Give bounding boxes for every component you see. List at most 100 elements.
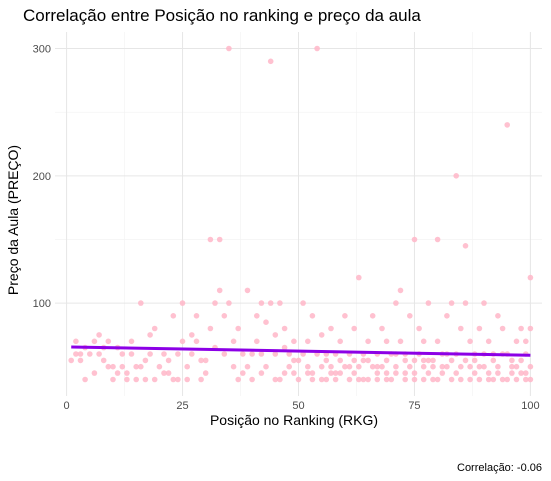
x-tick-label: 100	[521, 400, 539, 412]
data-point	[499, 325, 506, 332]
chart-title: Correlação entre Posição no ranking e pr…	[23, 6, 421, 25]
data-point	[365, 357, 371, 364]
data-point	[476, 363, 483, 370]
trend-line	[71, 345, 531, 357]
data-point	[151, 325, 158, 332]
data-point	[360, 376, 367, 383]
data-point	[379, 363, 385, 370]
data-point	[133, 363, 139, 370]
data-point	[161, 370, 167, 376]
y-tick-label: 300	[33, 44, 51, 56]
data-point	[105, 338, 112, 345]
data-point	[221, 351, 228, 357]
data-point	[374, 376, 381, 383]
data-point	[119, 363, 126, 370]
data-point	[207, 236, 214, 243]
data-point	[235, 376, 241, 383]
data-point	[332, 376, 339, 383]
x-axis-title: Posição no Ranking (RKG)	[210, 412, 378, 428]
data-point	[96, 351, 102, 357]
data-point	[305, 338, 311, 345]
data-point	[458, 363, 464, 370]
data-point	[272, 376, 279, 383]
y-tick-label: 200	[33, 171, 51, 183]
data-point	[444, 363, 450, 370]
data-point	[509, 357, 515, 364]
data-point	[175, 376, 181, 383]
data-point	[235, 325, 241, 332]
data-point	[286, 363, 293, 370]
data-point	[309, 313, 316, 319]
data-point	[258, 370, 265, 376]
data-point	[179, 338, 186, 345]
y-axis-title: Preço da Aula (PREÇO)	[5, 145, 21, 295]
data-point	[513, 363, 520, 370]
data-point	[397, 338, 404, 345]
data-point	[448, 357, 455, 364]
data-point	[147, 332, 153, 338]
data-point	[170, 313, 177, 319]
data-point	[226, 45, 232, 52]
data-point	[138, 363, 144, 370]
data-point	[323, 376, 330, 383]
data-point	[458, 376, 464, 383]
data-point	[439, 363, 446, 370]
data-point	[277, 300, 283, 306]
data-point	[198, 357, 204, 364]
data-point	[91, 370, 98, 376]
data-point	[156, 363, 163, 370]
data-point	[216, 287, 223, 294]
data-point	[407, 313, 413, 319]
data-point	[527, 274, 534, 281]
data-point	[77, 351, 84, 357]
data-point	[393, 363, 399, 370]
data-point	[249, 376, 255, 383]
data-point	[142, 357, 149, 364]
data-point	[258, 351, 265, 357]
data-point	[96, 332, 102, 338]
data-point	[420, 357, 427, 364]
data-point	[295, 357, 302, 364]
data-point	[430, 363, 436, 370]
data-point	[286, 351, 293, 357]
data-point	[207, 325, 214, 332]
data-point	[467, 363, 473, 370]
data-point	[226, 300, 232, 306]
data-point	[184, 363, 190, 370]
data-point	[323, 357, 330, 364]
data-point	[462, 243, 469, 249]
data-point	[110, 376, 116, 383]
data-point	[425, 300, 432, 306]
data-point	[351, 357, 358, 364]
data-point	[420, 376, 427, 383]
data-point	[189, 332, 195, 338]
data-point	[337, 338, 344, 345]
data-point	[509, 363, 515, 370]
data-point	[448, 376, 455, 383]
data-point	[523, 376, 529, 383]
data-point	[495, 363, 501, 370]
data-point	[124, 376, 130, 383]
data-point	[346, 376, 353, 383]
data-point	[458, 325, 464, 332]
data-point	[383, 376, 390, 383]
data-point	[374, 370, 381, 376]
data-point	[453, 173, 460, 179]
data-point	[356, 363, 362, 370]
data-point	[272, 332, 279, 338]
data-point	[351, 325, 358, 332]
data-point	[374, 363, 381, 370]
data-point	[360, 357, 367, 364]
data-point	[481, 300, 487, 306]
data-point	[253, 313, 260, 319]
data-point	[379, 325, 385, 332]
data-point	[337, 357, 344, 364]
data-point	[142, 376, 149, 383]
data-point	[244, 287, 251, 294]
trend-line-group	[71, 345, 531, 357]
data-point	[147, 351, 153, 357]
y-tick-label: 100	[33, 298, 51, 310]
data-point	[91, 338, 98, 345]
data-point	[383, 338, 390, 345]
